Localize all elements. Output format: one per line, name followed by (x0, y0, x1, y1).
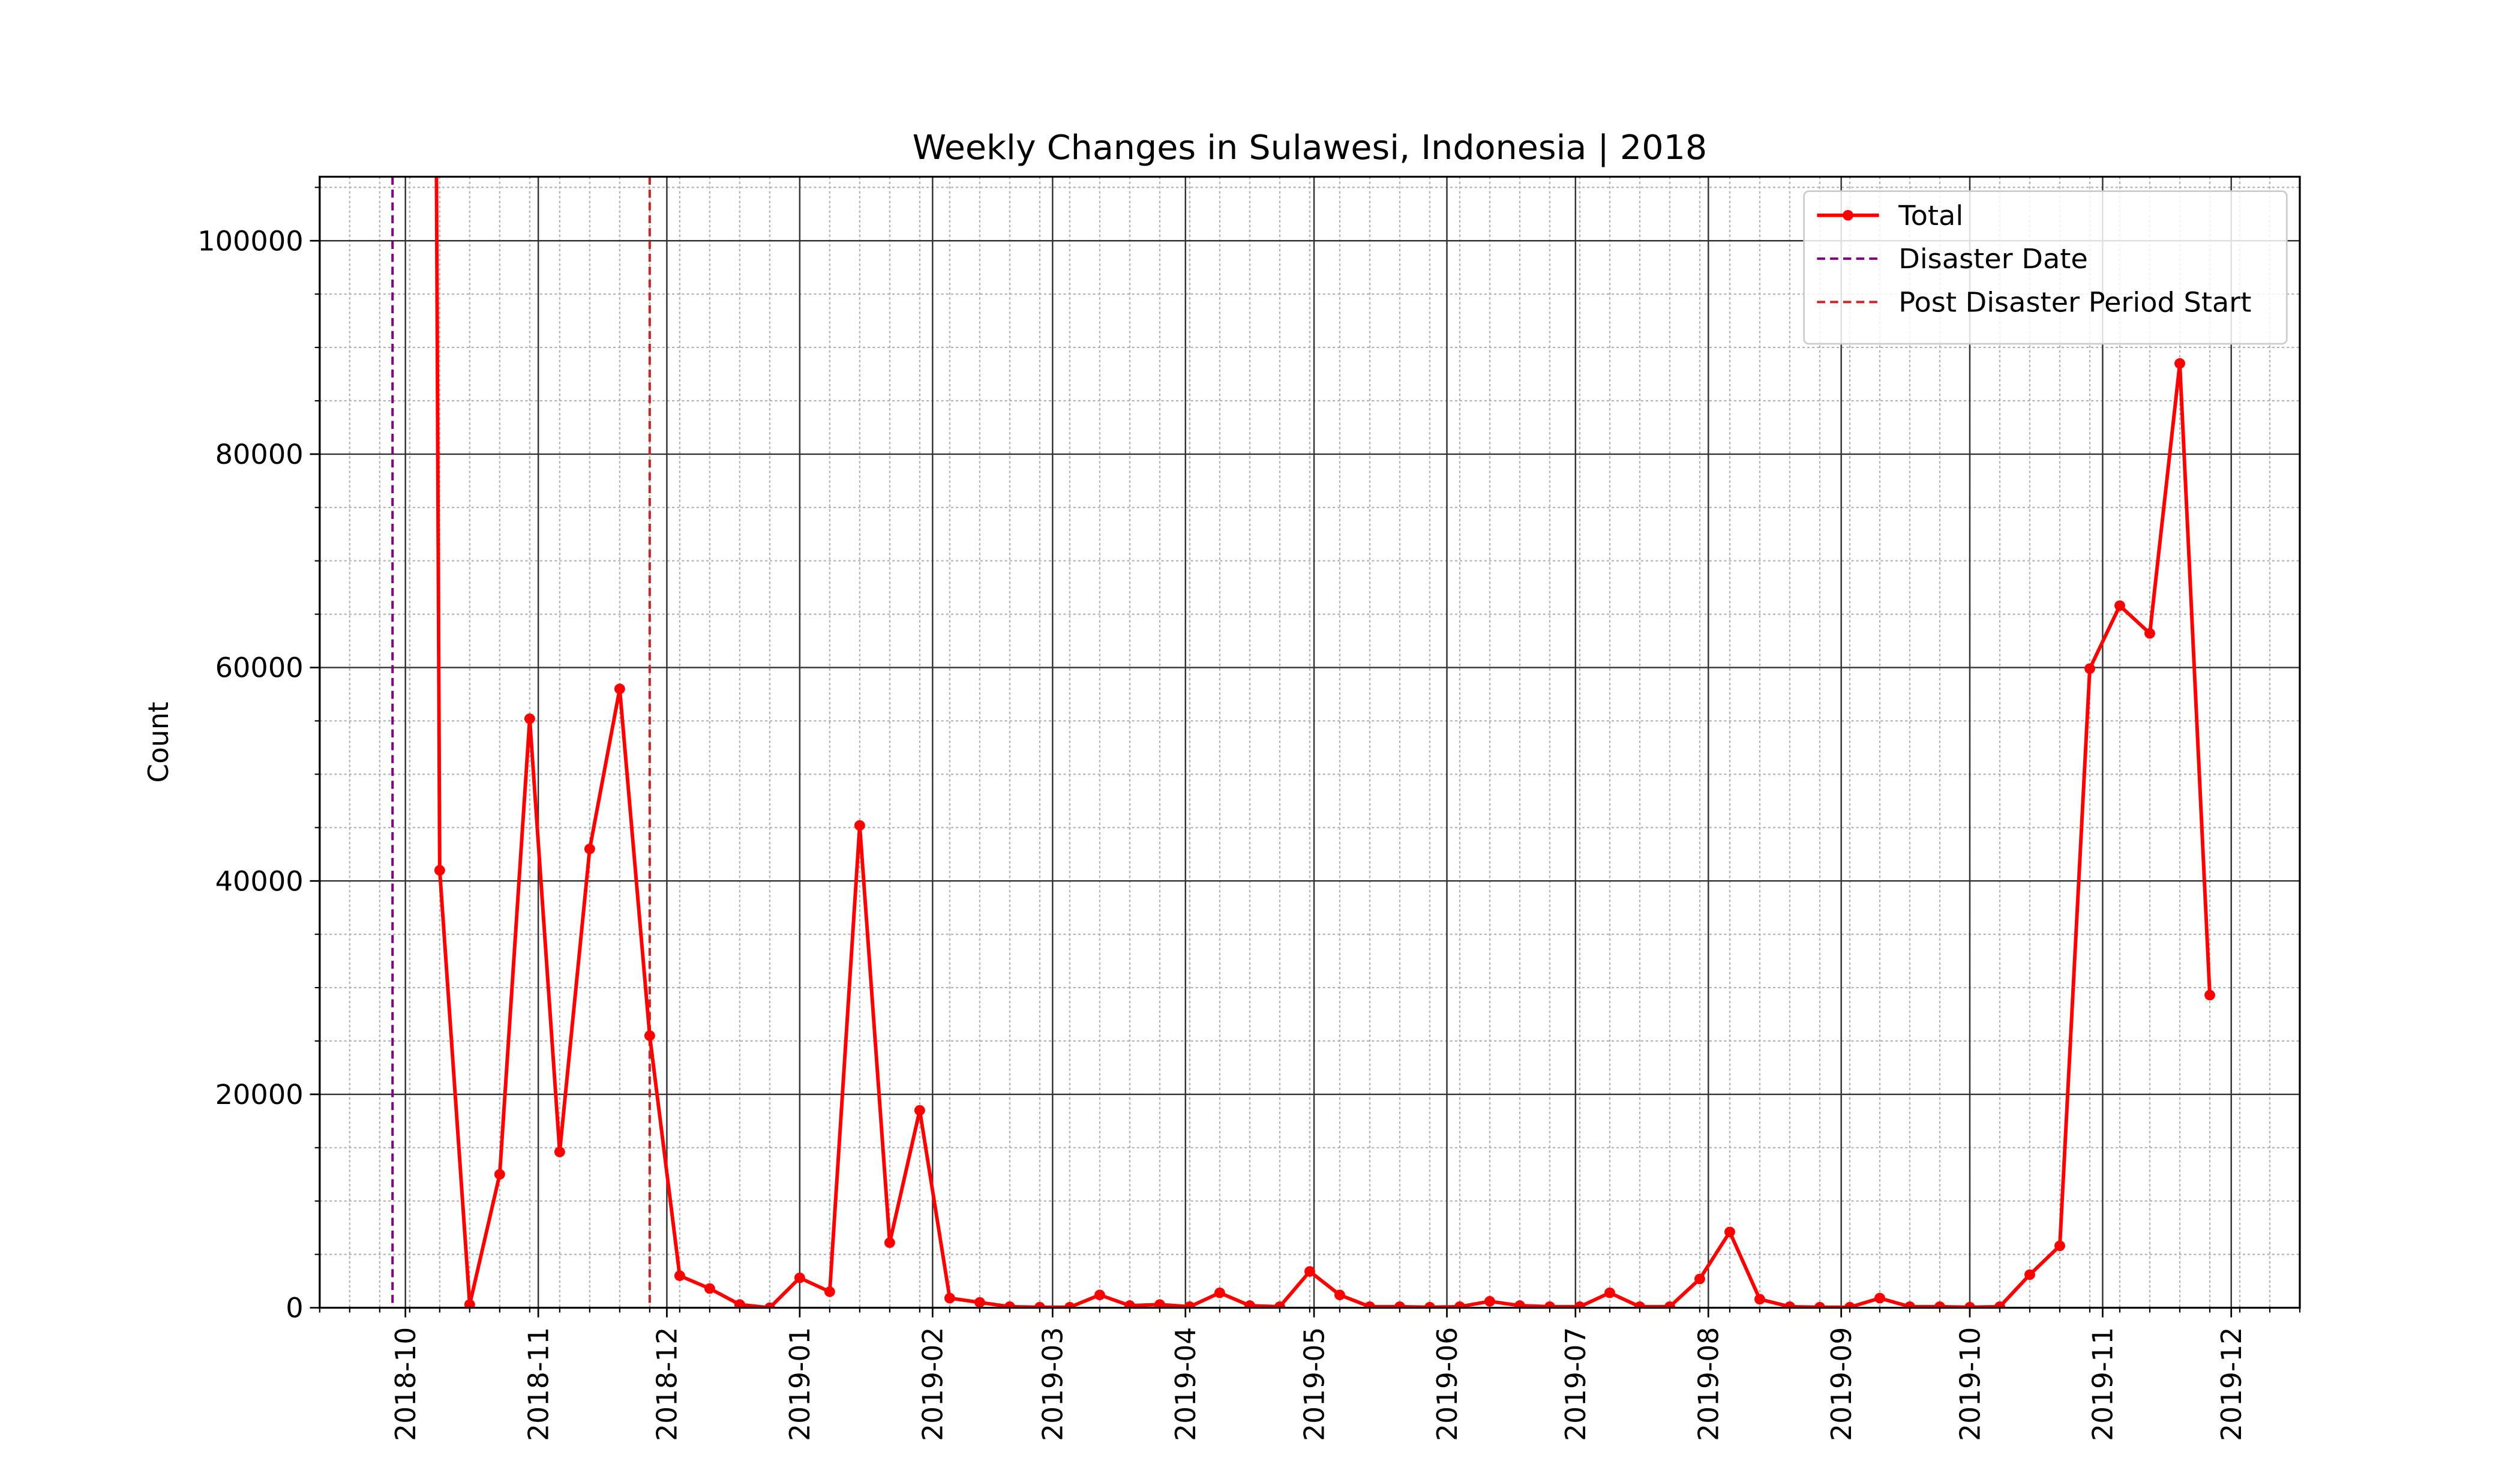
legend-label: Disaster Date (1898, 242, 2088, 275)
data-point (734, 1299, 745, 1308)
data-point (1184, 1301, 1195, 1308)
x-tick-label: 2019-11 (2086, 1327, 2119, 1441)
y-tick-label: 100000 (197, 225, 303, 257)
legend: Total Disaster Date Post Disaster Period S… (1803, 190, 2288, 345)
data-point (1514, 1300, 1525, 1308)
x-tick-label: 2019-08 (1692, 1327, 1724, 1441)
data-point (524, 713, 535, 724)
data-point (584, 844, 595, 854)
data-point (464, 1299, 475, 1308)
legend-label: Post Disaster Period Start (1898, 286, 2251, 319)
x-tick-label: 2018-12 (650, 1327, 683, 1441)
data-point (1994, 1301, 2005, 1308)
data-point (2024, 1269, 2035, 1280)
data-point (554, 1147, 565, 1157)
data-point (824, 1286, 835, 1297)
data-point (2144, 628, 2155, 639)
data-point (2204, 989, 2215, 1001)
x-tick-label: 2018-10 (389, 1327, 422, 1441)
data-point (1304, 1266, 1315, 1277)
data-point (1964, 1301, 1975, 1308)
data-point (1694, 1273, 1705, 1285)
data-point (614, 683, 625, 694)
data-point (1784, 1301, 1795, 1308)
data-point (1604, 1287, 1615, 1298)
data-point (1244, 1300, 1255, 1308)
x-tick-label: 2019-12 (2215, 1327, 2248, 1441)
x-axis-label: Date (1277, 1465, 1343, 1470)
data-point (1874, 1292, 1885, 1304)
chart-title: Weekly Changes in Sulawesi, Indonesia | … (913, 128, 1708, 167)
data-point (1724, 1226, 1735, 1238)
x-tick-label: 2019-07 (1559, 1327, 1592, 1441)
data-point (1064, 1301, 1075, 1308)
data-point (674, 1270, 685, 1282)
y-axis-label: Count (142, 701, 175, 782)
data-point (914, 1105, 925, 1116)
data-point (1634, 1301, 1645, 1308)
y-tick-label: 0 (286, 1292, 303, 1324)
data-point (1154, 1299, 1165, 1308)
data-point (764, 1302, 775, 1308)
data-point (1454, 1301, 1465, 1308)
plot-area (434, 176, 2215, 1308)
data-point (2174, 358, 2185, 369)
data-point (1364, 1301, 1375, 1308)
x-tick-label: 2019-02 (916, 1327, 949, 1441)
data-point (1484, 1296, 1495, 1307)
y-tick-label: 20000 (215, 1078, 304, 1111)
legend-marker (1843, 209, 1853, 221)
data-point (1094, 1289, 1105, 1301)
data-point (884, 1237, 895, 1248)
data-point (1934, 1301, 1945, 1308)
legend-box (1803, 190, 2288, 345)
x-tick-label: 2019-06 (1430, 1327, 1463, 1441)
y-tick-label: 40000 (215, 865, 304, 898)
data-point (1754, 1294, 1765, 1305)
data-point (494, 1169, 505, 1180)
data-point (704, 1283, 715, 1294)
x-tick-label: 2019-04 (1169, 1327, 1202, 1441)
x-tick-label: 2019-10 (1954, 1327, 1986, 1441)
x-tick-label: 2019-09 (1825, 1327, 1858, 1441)
data-point (854, 820, 865, 831)
legend-label: Total (1898, 199, 1963, 232)
plot-frame (319, 175, 2301, 1309)
data-point (1424, 1301, 1435, 1308)
data-point (1904, 1301, 1915, 1308)
data-point (1394, 1301, 1405, 1308)
data-point (974, 1297, 985, 1308)
data-point (644, 1030, 655, 1041)
y-tick-label: 60000 (215, 652, 304, 684)
data-point (2054, 1240, 2065, 1252)
data-point (2114, 600, 2125, 611)
data-point (1574, 1301, 1585, 1308)
data-point (1124, 1300, 1135, 1308)
data-point (1214, 1287, 1225, 1298)
data-point (1334, 1289, 1345, 1301)
x-tick-label: 2019-01 (784, 1327, 816, 1441)
x-tick-label: 2019-03 (1036, 1327, 1069, 1441)
data-point (1544, 1301, 1555, 1308)
data-point (1034, 1301, 1045, 1308)
data-point (1664, 1301, 1675, 1308)
x-tick-label: 2018-11 (522, 1327, 554, 1441)
data-point (2084, 663, 2095, 674)
y-tick-label: 80000 (215, 438, 304, 470)
data-point (794, 1272, 805, 1283)
x-tick-label: 2019-05 (1298, 1327, 1330, 1441)
data-point (1274, 1301, 1285, 1308)
data-point (944, 1292, 955, 1304)
data-point (1814, 1301, 1825, 1308)
data-point (434, 865, 445, 876)
data-point (1844, 1301, 1855, 1308)
data-point (1004, 1301, 1015, 1308)
